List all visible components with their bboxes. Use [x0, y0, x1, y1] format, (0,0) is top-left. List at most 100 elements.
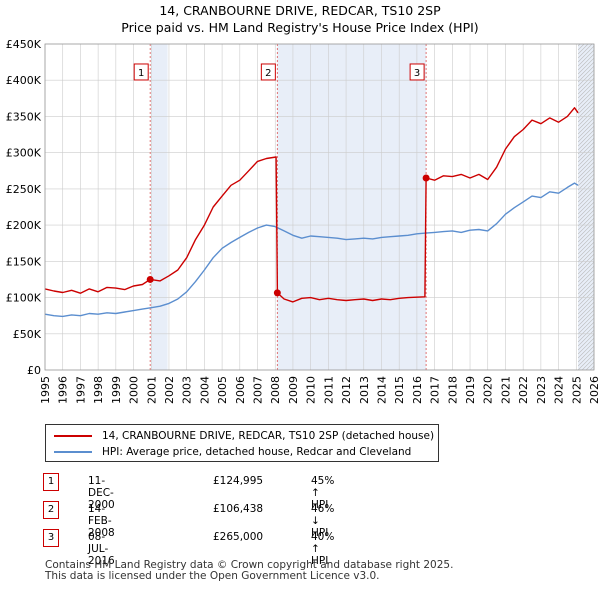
hatch-line: [578, 193, 594, 211]
hatch-line: [578, 89, 594, 107]
legend: 14, CRANBOURNE DRIVE, REDCAR, TS10 2SP (…: [45, 424, 439, 462]
hatch-line: [578, 249, 594, 267]
footer-copyright: Contains HM Land Registry data © Crown c…: [45, 559, 454, 571]
hatch-line: [578, 245, 594, 263]
sale-badge-box: [409, 63, 425, 81]
hatch-line: [578, 241, 594, 259]
y-tick-label: £100K: [6, 292, 42, 305]
hatch-line: [578, 345, 594, 363]
x-tick-label: 2004: [198, 376, 211, 404]
x-tick-label: 2015: [393, 376, 406, 404]
hatch-line: [578, 217, 594, 235]
hatch-line: [578, 177, 594, 195]
x-tick-label: 1998: [92, 376, 105, 404]
hatch-line: [578, 53, 594, 71]
hatch-line: [589, 365, 594, 370]
hatch-line: [578, 309, 594, 327]
shaded-band: [578, 44, 594, 370]
x-tick-label: 1997: [74, 376, 87, 404]
hatch-line: [578, 153, 594, 171]
hatch-line: [578, 0, 594, 14]
legend-swatch-red: [54, 435, 92, 437]
x-tick-label: 2010: [305, 376, 318, 404]
y-tick-label: £300K: [6, 147, 42, 160]
plot-frame: [44, 43, 595, 371]
hatch-line: [578, 329, 594, 347]
hatch-line: [578, 233, 594, 251]
hatch-line: [578, 117, 594, 135]
hatch-line: [585, 361, 594, 370]
x-tick-label: 2020: [482, 376, 495, 404]
sale-point: [422, 174, 430, 182]
hatch-line: [578, 213, 594, 231]
hatch-line: [578, 253, 594, 271]
x-tick-label: 2006: [234, 376, 247, 404]
legend-item-hpi: HPI: Average price, detached house, Redc…: [54, 445, 411, 459]
hatch-line: [578, 221, 594, 239]
hatch-line: [578, 61, 594, 79]
hatch-line: [578, 10, 594, 26]
hatch-line: [578, 225, 594, 243]
x-tick-label: 2018: [446, 376, 459, 404]
hatch-line: [578, 273, 594, 291]
hatch-line: [578, 105, 594, 123]
x-tick-label: 2007: [252, 376, 265, 404]
x-tick-label: 2008: [269, 376, 282, 404]
hatch-line: [578, 333, 594, 351]
hatch-line: [578, 49, 594, 67]
hatch-line: [578, 73, 594, 91]
chart-title: 14, CRANBOURNE DRIVE, REDCAR, TS10 2SP: [159, 3, 441, 18]
x-tick-label: 2003: [181, 376, 194, 404]
y-tick-label: £250K: [6, 183, 42, 196]
hatch-line: [578, 301, 594, 319]
series-line-hpi: [44, 182, 579, 318]
hatch-line: [578, 157, 594, 175]
hatch-line: [578, 6, 594, 22]
x-tick-label: 2021: [499, 376, 512, 404]
hatch-line: [578, 26, 594, 42]
x-tick-label: 2017: [429, 376, 442, 404]
y-tick-label: £400K: [6, 74, 42, 87]
hatch-line: [578, 297, 594, 315]
hatch-line: [578, 349, 594, 367]
hatch-line: [578, 317, 594, 335]
x-tick-label: 2005: [216, 376, 229, 404]
hatch-line: [578, 281, 594, 299]
y-tick-label: £50K: [13, 328, 42, 341]
shaded-band: [277, 44, 427, 370]
hatch-line: [578, 237, 594, 255]
hatch-line: [578, 201, 594, 219]
hatch-line: [578, 18, 594, 34]
sale-price: £106,438: [213, 503, 264, 515]
x-tick-label: 2012: [340, 376, 353, 404]
hatch-line: [578, 321, 594, 339]
hatch-line: [578, 69, 594, 87]
y-tick-label: £150K: [6, 255, 42, 268]
x-tick-label: 2014: [375, 376, 388, 404]
x-tick-label: 2001: [145, 376, 158, 404]
x-tick-label: 1996: [57, 376, 70, 404]
hatch-line: [578, 189, 594, 207]
hatch-line: [581, 357, 594, 370]
hatch-line: [578, 161, 594, 179]
sale-hpi-diff: 40% ↑ HPI: [311, 531, 335, 567]
hatch-line: [578, 81, 594, 99]
shaded-band: [151, 44, 168, 370]
hatch-line: [578, 181, 594, 199]
sale-date: 08-JUL-2016: [88, 531, 115, 567]
hatch-line: [578, 14, 594, 30]
sale-badge-label: 2: [265, 68, 271, 79]
hatch-line: [578, 285, 594, 303]
hatch-line: [578, 341, 594, 359]
hatch-line: [578, 257, 594, 275]
x-tick-label: 2013: [358, 376, 371, 404]
x-tick-label: 1999: [110, 376, 123, 404]
hatch-line: [578, 165, 594, 183]
hatch-line: [578, 265, 594, 283]
hatch-line: [578, 145, 594, 163]
sale-date: 14-FEB-2008: [88, 503, 115, 539]
hatch-line: [578, 289, 594, 307]
hatch-line: [578, 209, 594, 227]
y-tick-label: £350K: [6, 110, 42, 123]
hatch-line: [578, 133, 594, 151]
